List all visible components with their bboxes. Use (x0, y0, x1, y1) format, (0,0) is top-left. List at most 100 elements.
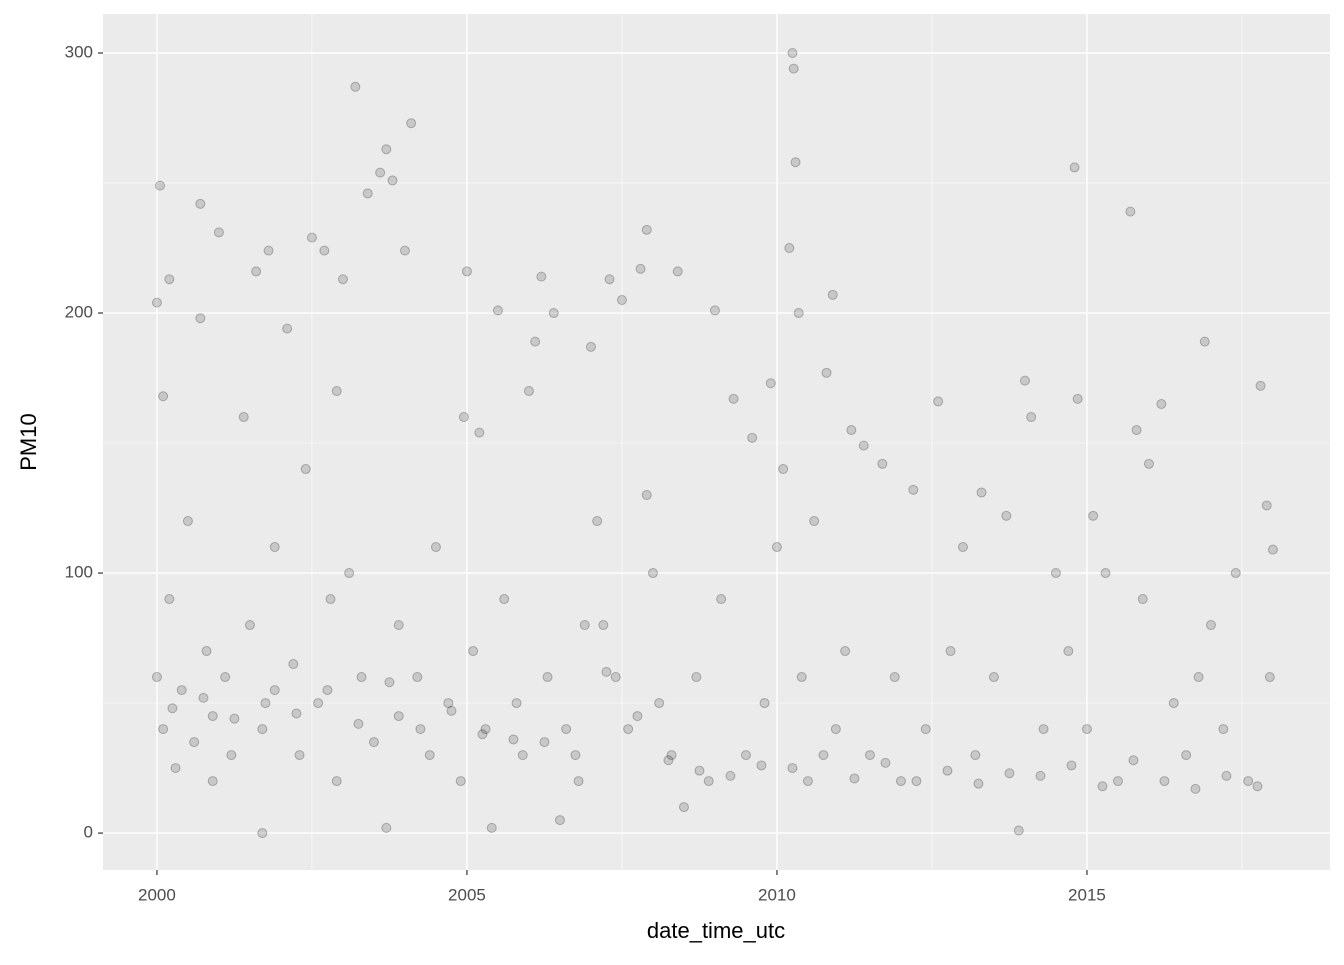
point (788, 63, 799, 74)
point (945, 646, 956, 657)
point (151, 672, 162, 683)
point (716, 594, 727, 605)
point (226, 750, 237, 761)
point (1193, 672, 1204, 683)
point (728, 393, 739, 404)
point (474, 427, 485, 438)
point (911, 776, 922, 787)
point (635, 263, 646, 274)
point (492, 305, 503, 316)
point (1050, 568, 1061, 579)
point (282, 323, 293, 334)
point (778, 464, 789, 475)
point (155, 180, 166, 191)
point (1199, 336, 1210, 347)
point (213, 227, 224, 238)
point (787, 763, 798, 774)
point (709, 305, 720, 316)
point (387, 175, 398, 186)
point (350, 81, 361, 92)
point (195, 313, 206, 324)
y-tick-label: 200 (65, 303, 93, 322)
point (322, 685, 333, 696)
point (263, 245, 274, 256)
y-tick-label: 100 (65, 563, 93, 582)
point (1252, 781, 1263, 792)
x-tick-label: 2010 (758, 885, 796, 904)
point (1038, 724, 1049, 735)
point (787, 48, 798, 59)
point (499, 594, 510, 605)
point (344, 568, 355, 579)
point (647, 568, 658, 579)
point (573, 776, 584, 787)
point (846, 425, 857, 436)
point (970, 750, 981, 761)
point (1264, 672, 1275, 683)
point (244, 620, 255, 631)
point (1190, 783, 1201, 794)
point (641, 490, 652, 501)
point (412, 672, 423, 683)
point (585, 341, 596, 352)
point (864, 750, 875, 761)
point (325, 594, 336, 605)
point (415, 724, 426, 735)
point (1004, 768, 1015, 779)
point (765, 378, 776, 389)
point (1181, 750, 1192, 761)
point (598, 620, 609, 631)
y-tick-label: 300 (65, 42, 93, 61)
point (201, 646, 212, 657)
point (151, 297, 162, 308)
point (616, 295, 627, 306)
point (313, 698, 324, 709)
point (530, 336, 541, 347)
point (393, 711, 404, 722)
point (1026, 412, 1037, 423)
point (375, 167, 386, 178)
point (542, 672, 553, 683)
point (784, 243, 795, 254)
point (756, 760, 767, 771)
point (1128, 755, 1139, 766)
point (771, 542, 782, 553)
y-tick-label: 0 (84, 823, 93, 842)
x-tick-label: 2000 (138, 885, 176, 904)
point (443, 698, 454, 709)
point (381, 822, 392, 833)
point (319, 245, 330, 256)
point (288, 659, 299, 670)
point (604, 274, 615, 285)
point (167, 703, 178, 714)
point (880, 757, 891, 768)
point (486, 822, 497, 833)
point (508, 734, 519, 745)
point (740, 750, 751, 761)
point (294, 750, 305, 761)
point (1066, 760, 1077, 771)
y-axis-title: PM10 (16, 413, 41, 470)
point (1218, 724, 1229, 735)
point (849, 773, 860, 784)
point (539, 737, 550, 748)
point (802, 776, 813, 787)
point (678, 802, 689, 813)
point (1072, 393, 1083, 404)
point (1035, 770, 1046, 781)
point (672, 266, 683, 277)
point (158, 724, 169, 735)
point (703, 776, 714, 787)
point (220, 672, 231, 683)
point (579, 620, 590, 631)
point (858, 440, 869, 451)
point (458, 412, 469, 423)
point (362, 188, 373, 199)
point (1261, 500, 1272, 511)
point (1112, 776, 1123, 787)
point (384, 677, 395, 688)
point (973, 778, 984, 789)
point (570, 750, 581, 761)
point (1013, 825, 1024, 836)
point (164, 274, 175, 285)
